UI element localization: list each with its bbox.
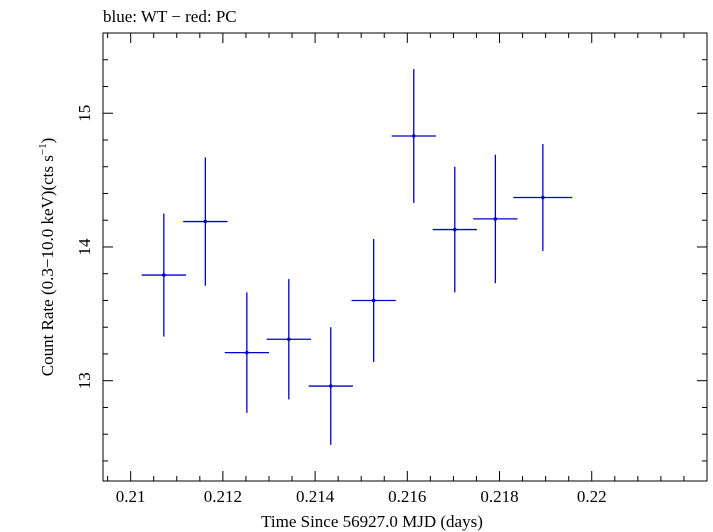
y-tick-label: 15 [75,105,94,122]
axis-ticks [103,32,708,481]
x-tick-label: 0.218 [480,487,518,506]
point-marker [452,227,457,232]
data-point [308,327,353,445]
point-marker [411,134,416,138]
data-point [351,238,396,362]
x-tick-label: 0.21 [116,487,146,506]
data-point [391,69,436,203]
data-point [432,166,477,293]
data-point [513,143,573,251]
y-axis-label-main: Count Rate (0.3−10.0 keV)(cts s [38,155,57,376]
point-marker [371,298,376,303]
data-point [266,279,311,400]
x-tick-label: 0.22 [577,487,607,506]
data-point [183,157,228,286]
data-points [141,69,573,445]
point-marker [245,350,249,355]
data-point [473,154,518,284]
data-point [224,292,269,413]
x-axis-label: Time Since 56927.0 MJD (days) [261,512,483,531]
point-marker [203,219,208,224]
point-marker [287,337,291,342]
y-axis-label-superscript: −1 [37,143,49,155]
y-axis-label: Count Rate (0.3−10.0 keV)(cts s−1) [37,138,57,377]
point-marker [541,195,545,200]
y-tick-label: 14 [75,238,94,256]
chart-title: blue: WT − red: PC [103,7,237,26]
point-marker [493,217,498,221]
x-tick-label: 0.216 [388,487,426,506]
x-tick-label: 0.212 [204,487,242,506]
data-point [141,213,186,337]
point-marker [162,273,166,277]
x-tick-label: 0.214 [296,487,335,506]
y-axis-label-close: ) [38,138,57,144]
point-marker [328,384,333,388]
axis-tick-labels: 0.21 0.212 0.214 0.216 0.218 0.22 13 14 15 [75,105,607,506]
y-tick-label: 13 [75,372,94,389]
plot-frame [102,32,708,482]
